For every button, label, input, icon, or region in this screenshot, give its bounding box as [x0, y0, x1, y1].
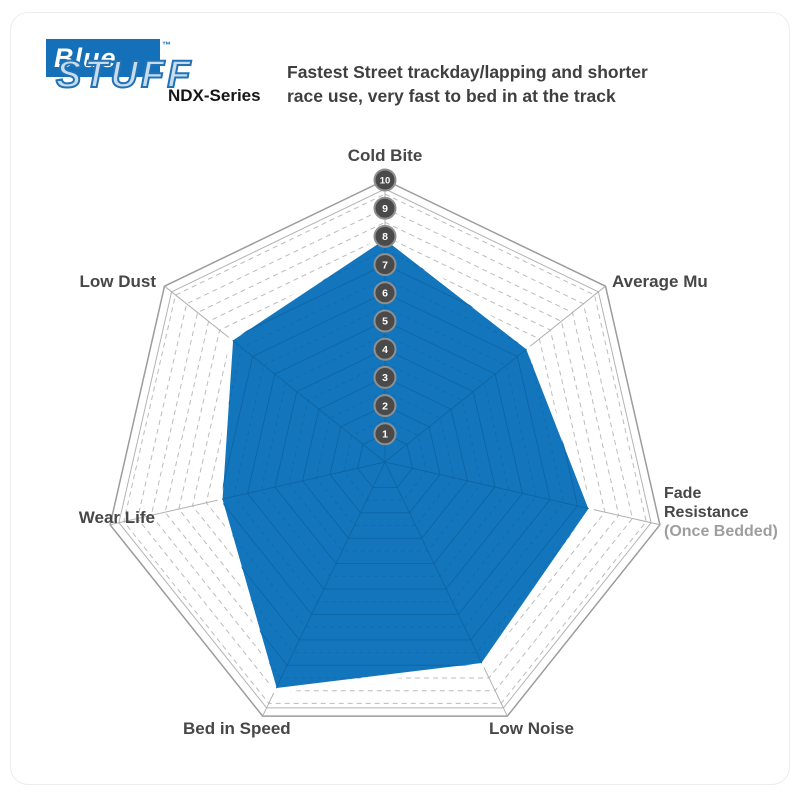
fade-label-line-2: Resistance: [664, 504, 749, 522]
svg-text:3: 3: [382, 372, 388, 384]
svg-text:2: 2: [382, 400, 388, 412]
svg-text:6: 6: [382, 288, 388, 300]
svg-text:10: 10: [380, 176, 391, 187]
axis-label-average-mu: Average Mu: [612, 272, 708, 291]
axis-label-fade-resistance: Fade Resistance (Once Bedded): [664, 484, 778, 542]
axis-label-low-dust: Low Dust: [79, 272, 157, 291]
svg-text:8: 8: [382, 231, 388, 243]
trademark-symbol: ™: [162, 40, 171, 50]
description-line-1: Fastest Street trackday/lapping and shor…: [287, 62, 648, 82]
axis-label-wear-life: Wear Life: [78, 508, 155, 527]
svg-text:5: 5: [382, 316, 388, 328]
logo-brand-bottom: STUFF: [55, 54, 194, 96]
scale-tick-circles: 1 2 3 4 5 6 7 8 9 10: [373, 168, 397, 446]
fade-label-line-1: Fade: [664, 485, 702, 502]
logo-series-label: NDX-Series: [168, 86, 261, 105]
svg-text:9: 9: [382, 203, 388, 215]
fade-label-line-3: (Once Bedded): [664, 523, 778, 541]
logo-blue-box: Blue: [46, 39, 160, 77]
logo-brand-top: Blue: [54, 43, 117, 73]
svg-text:4: 4: [382, 344, 388, 356]
svg-text:7: 7: [382, 259, 388, 271]
axis-label-low-noise: Low Noise: [489, 719, 575, 738]
description-line-2: race use, very fast to bed in at the tra…: [287, 86, 616, 107]
axis-label-cold-bite: Cold Bite: [347, 146, 423, 165]
axis-label-bed-in-speed: Bed in Speed: [183, 719, 291, 738]
svg-text:1: 1: [382, 429, 388, 441]
product-description: Fastest Street trackday/lapping and shor…: [287, 60, 648, 108]
